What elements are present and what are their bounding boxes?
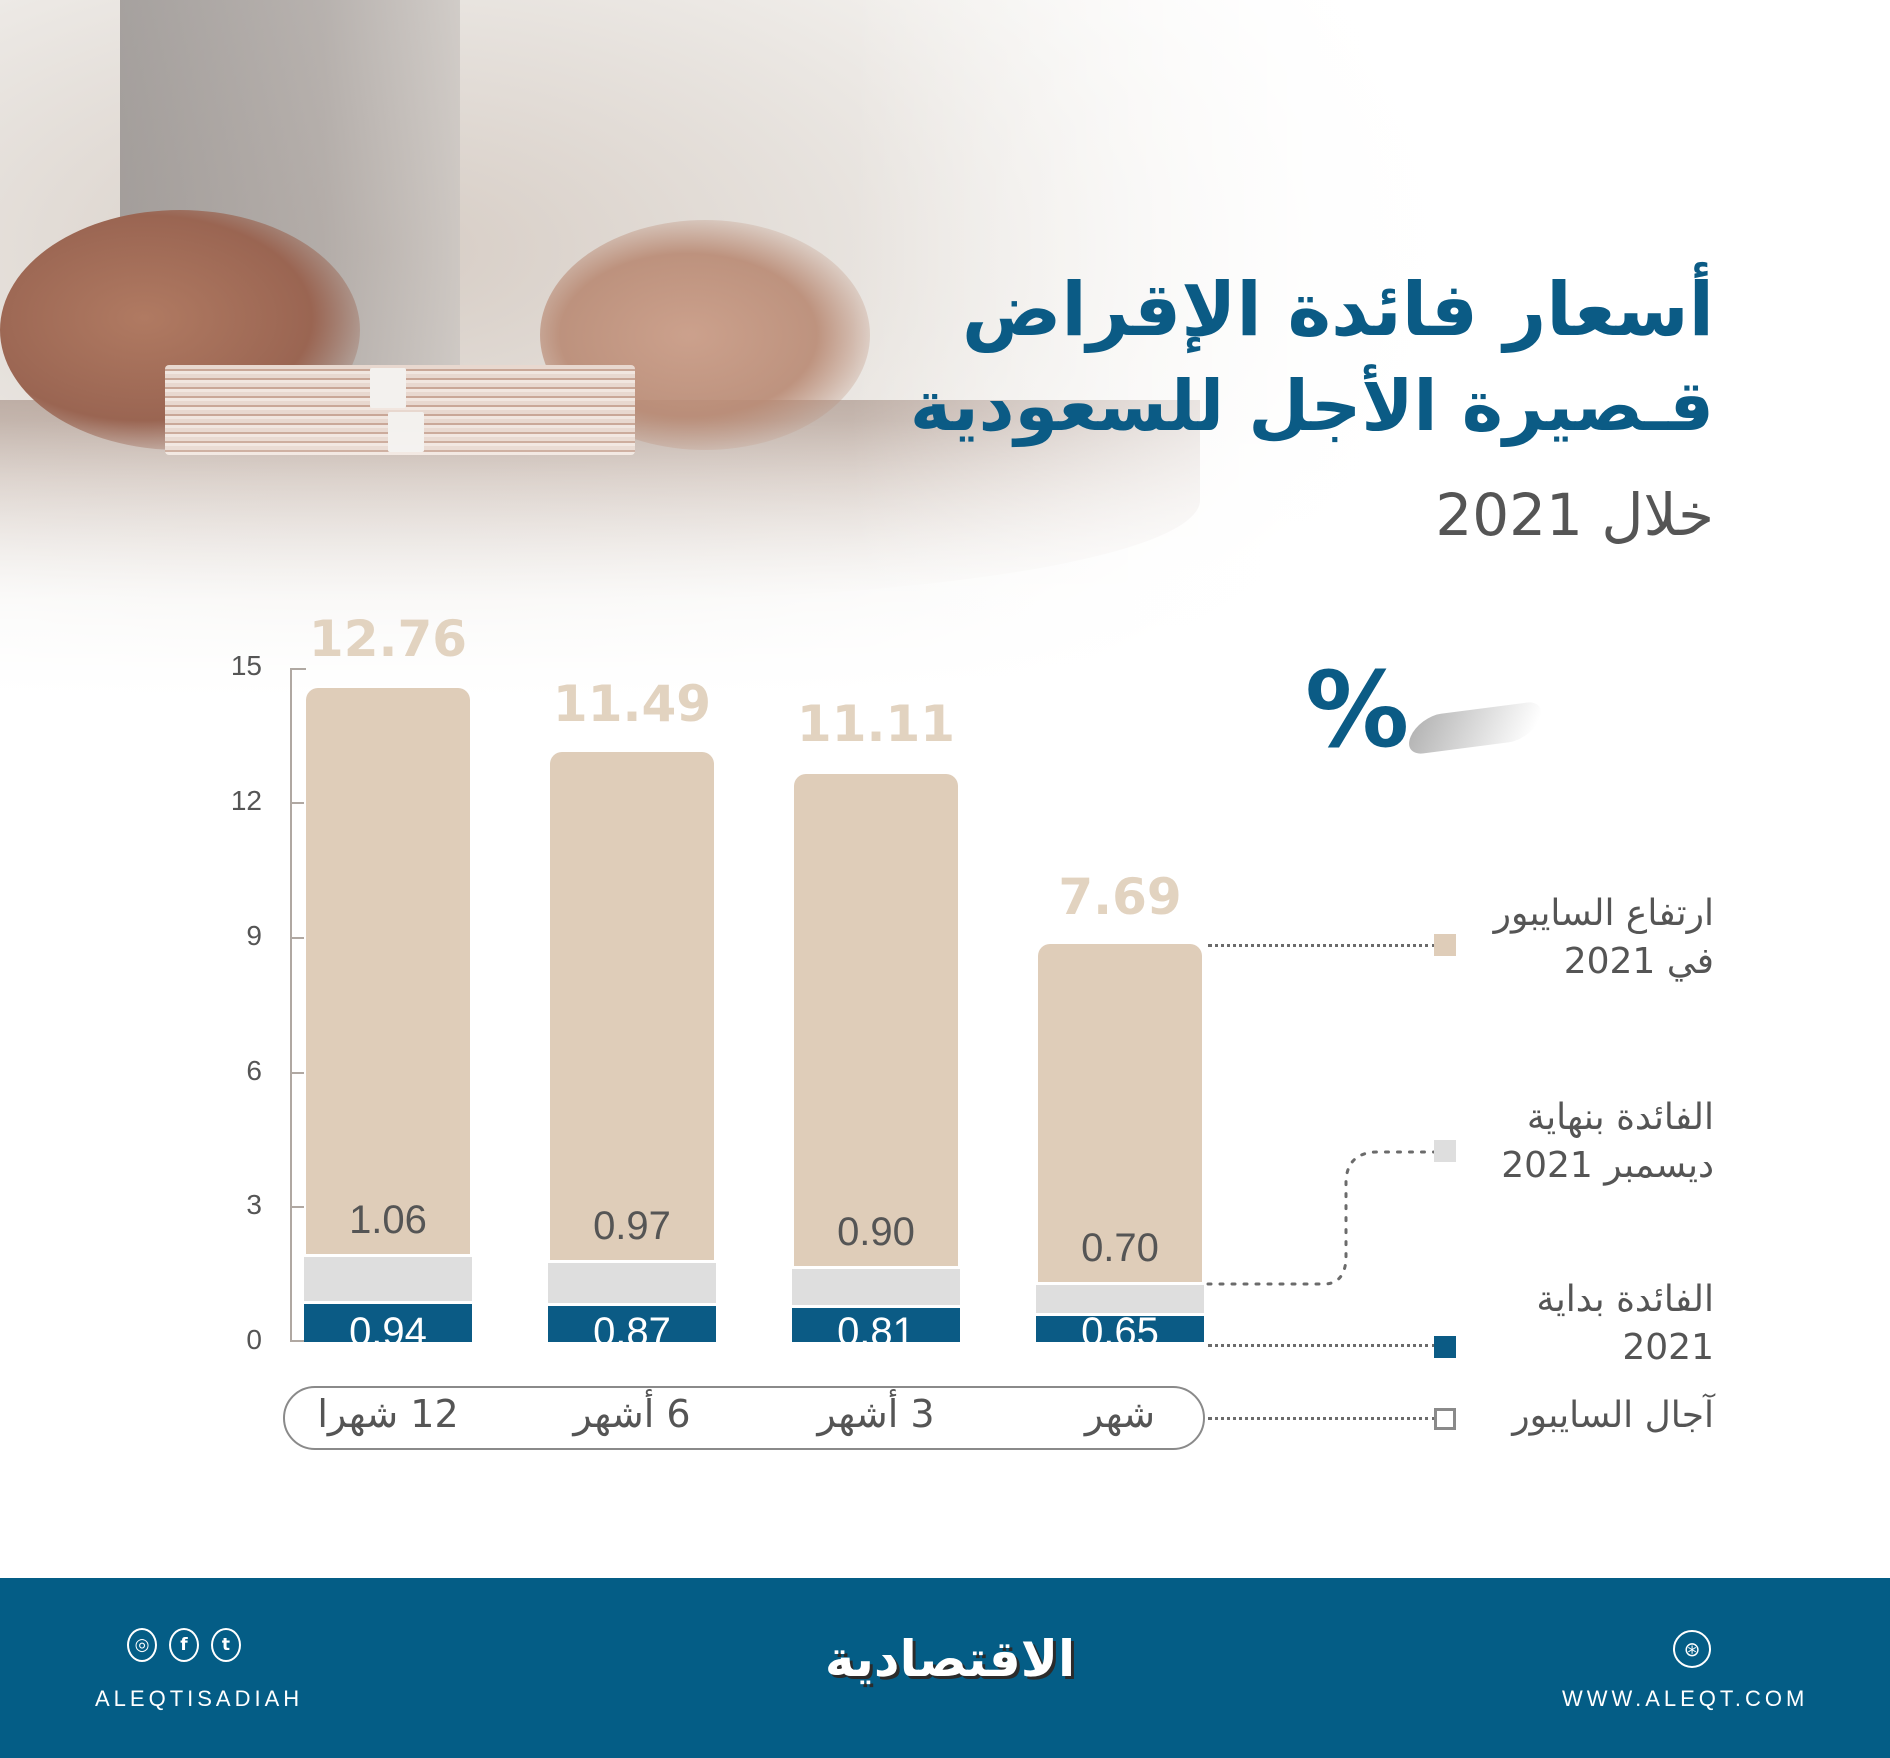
end-value: 0.70 bbox=[1081, 1226, 1159, 1270]
start-segment bbox=[548, 1306, 716, 1342]
bar-1-month: 7.69 0.70 0.65 bbox=[1036, 600, 1204, 1348]
social-links: ◎ f t bbox=[127, 1628, 241, 1662]
legend-connector-end bbox=[1206, 1150, 1442, 1286]
category-label: 6 أشهر bbox=[573, 1392, 691, 1436]
start-value: 0.81 bbox=[837, 1312, 915, 1348]
y-tick bbox=[290, 937, 306, 939]
y-tick-label: 3 bbox=[246, 1189, 262, 1220]
category-label: 12 شهرا bbox=[317, 1392, 459, 1436]
footer-bar bbox=[0, 1578, 1890, 1758]
brand-logo: الاقتصادية bbox=[824, 1630, 1076, 1688]
start-segment bbox=[304, 1304, 472, 1342]
legend-label: في 2021 bbox=[1563, 941, 1714, 982]
legend-item-end: الفائدة بنهاية ديسمبر 2021 bbox=[1501, 1094, 1714, 1190]
category-label: 3 أشهر bbox=[817, 1392, 935, 1436]
start-segment bbox=[792, 1308, 960, 1342]
y-tick bbox=[290, 802, 306, 804]
rise-segment bbox=[548, 750, 716, 1262]
globe-icon[interactable]: ⊛ bbox=[1673, 1630, 1711, 1668]
social-handle: ALEQTISADIAH bbox=[95, 1686, 304, 1711]
y-tick-label: 15 bbox=[230, 650, 262, 681]
y-tick-label: 12 bbox=[230, 785, 262, 816]
y-tick bbox=[290, 1340, 306, 1342]
header-photo bbox=[0, 0, 1890, 700]
start-segment bbox=[1036, 1316, 1204, 1342]
website-link[interactable]: WWW.ALEQT.COM bbox=[1562, 1686, 1809, 1711]
rise-value: 11.11 bbox=[796, 695, 956, 753]
end-segment bbox=[792, 1266, 960, 1308]
title-line-2: قـصيرة الأجل للسعودية bbox=[909, 365, 1714, 447]
percent-icon: % bbox=[1305, 649, 1548, 771]
y-tick bbox=[290, 668, 306, 670]
legend-item-rise: ارتفاع السايبور في 2021 bbox=[1494, 890, 1714, 986]
rise-value: 12.76 bbox=[308, 610, 468, 668]
title-line-1: أسعار فائدة الإقراض bbox=[961, 267, 1714, 353]
end-segment bbox=[304, 1254, 472, 1304]
end-value: 0.97 bbox=[593, 1204, 671, 1248]
legend-swatch-end bbox=[1434, 1140, 1456, 1162]
bar-12-months: 12.76 1.06 0.94 bbox=[304, 600, 472, 1348]
instagram-icon[interactable]: ◎ bbox=[127, 1628, 157, 1662]
legend-label: 2021 bbox=[1622, 1327, 1714, 1368]
legend-label: الفائدة بنهاية bbox=[1526, 1097, 1714, 1138]
y-axis bbox=[290, 668, 292, 1342]
page-title: أسعار فائدة الإقراض قـصيرة الأجل للسعودي… bbox=[910, 262, 1714, 570]
legend-label: الفائدة بداية bbox=[1536, 1279, 1714, 1320]
legend-item-start: الفائدة بداية 2021 bbox=[1536, 1276, 1714, 1372]
y-tick-label: 9 bbox=[246, 920, 262, 951]
y-tick bbox=[290, 1072, 306, 1074]
twitter-icon[interactable]: t bbox=[211, 1628, 241, 1662]
photo-fade-overlay bbox=[0, 0, 1890, 700]
legend-swatch-start bbox=[1434, 1336, 1456, 1358]
start-value: 0.94 bbox=[349, 1312, 427, 1348]
rise-value: 11.49 bbox=[552, 675, 712, 733]
legend-connector-start bbox=[1208, 1344, 1436, 1347]
y-tick bbox=[290, 1206, 306, 1208]
legend-label: ديسمبر 2021 bbox=[1501, 1145, 1714, 1186]
legend-item-tenors: آجال السايبور bbox=[1512, 1392, 1714, 1440]
end-value: 0.90 bbox=[837, 1210, 915, 1254]
rise-segment bbox=[792, 772, 960, 1268]
rise-segment bbox=[1036, 942, 1204, 1284]
legend-swatch-rise bbox=[1434, 934, 1456, 956]
legend-label: آجال السايبور bbox=[1512, 1395, 1714, 1436]
tenor-axis-pill bbox=[283, 1386, 1205, 1450]
facebook-icon[interactable]: f bbox=[169, 1628, 199, 1662]
y-tick-label: 0 bbox=[246, 1324, 262, 1355]
bar-6-months: 11.49 0.97 0.87 bbox=[548, 600, 716, 1348]
legend-swatch-tenors bbox=[1434, 1408, 1456, 1430]
y-tick-label: 6 bbox=[246, 1055, 262, 1086]
end-segment bbox=[1036, 1282, 1204, 1316]
legend-connector-rise bbox=[1208, 944, 1436, 947]
rise-segment bbox=[304, 686, 472, 1256]
subtitle: خلال 2021 bbox=[1435, 481, 1714, 549]
rise-value: 7.69 bbox=[1058, 868, 1182, 926]
legend-label: ارتفاع السايبور bbox=[1493, 893, 1714, 934]
start-value: 0.87 bbox=[593, 1312, 671, 1348]
end-segment bbox=[548, 1260, 716, 1306]
category-label: شهر bbox=[1084, 1392, 1156, 1436]
end-value: 1.06 bbox=[349, 1198, 427, 1242]
bar-3-months: 11.11 0.90 0.81 bbox=[792, 600, 960, 1348]
percent-symbol: % bbox=[1305, 649, 1410, 771]
start-value: 0.65 bbox=[1081, 1312, 1159, 1348]
legend-connector-tenors bbox=[1208, 1417, 1436, 1420]
percent-motion-streak bbox=[1402, 699, 1548, 757]
